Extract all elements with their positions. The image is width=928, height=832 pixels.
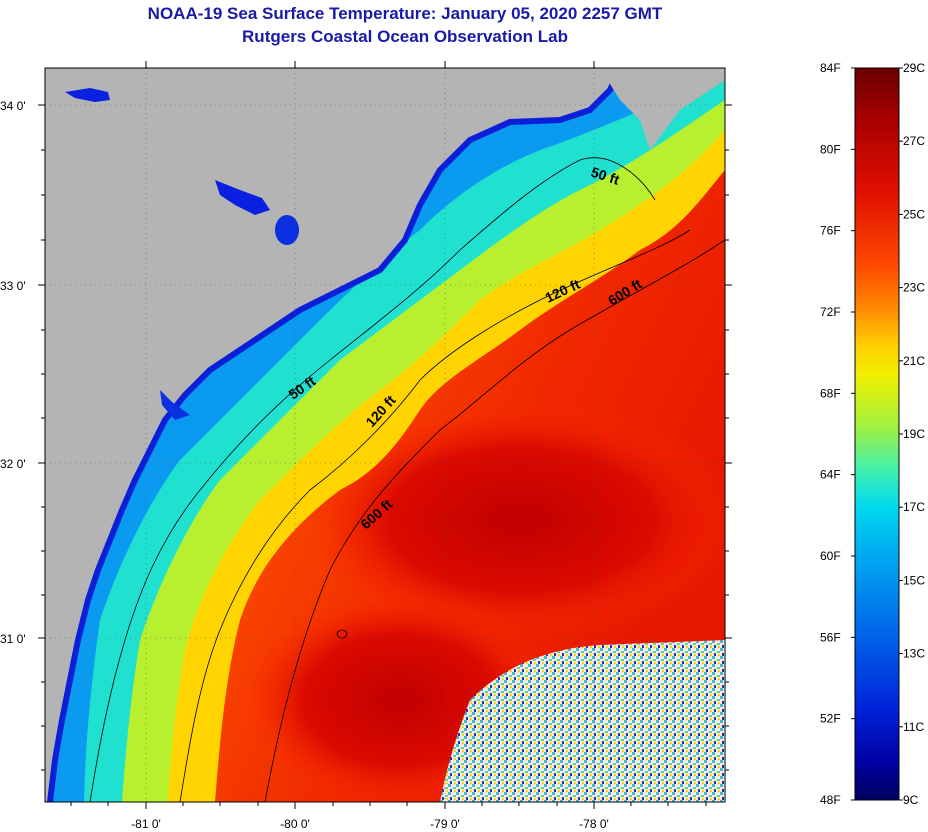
lake xyxy=(215,180,270,215)
colorbar-celsius-label: 29C xyxy=(903,61,925,75)
colorbar-celsius-label: 27C xyxy=(903,134,925,148)
graticule xyxy=(45,68,725,802)
colorbar-celsius-label: 13C xyxy=(903,647,925,661)
colorbar-scale xyxy=(854,67,900,801)
lon-label: -78 0' xyxy=(579,817,609,831)
lat-label: 31 0' xyxy=(0,632,26,646)
isobath-contours xyxy=(89,157,725,802)
title-line-2: Rutgers Coastal Ocean Observation Lab xyxy=(242,27,568,46)
colorbar-fahrenheit-label: 56F xyxy=(820,630,841,644)
cloud-cover xyxy=(440,640,725,802)
colorbar-celsius-label: 15C xyxy=(903,573,925,587)
land-mass xyxy=(45,68,620,802)
colorbar-fahrenheit-label: 68F xyxy=(820,386,841,400)
colorbar-fahrenheit-label: 72F xyxy=(820,305,841,319)
colorbar-celsius-label: 21C xyxy=(903,354,925,368)
colorbar-celsius-label: 9C xyxy=(903,793,919,807)
map-frame xyxy=(44,67,726,803)
colorbar-celsius-label: 19C xyxy=(903,427,925,441)
lat-label: 33 0' xyxy=(0,279,26,293)
gulf-stream-core xyxy=(300,400,725,640)
colorbar-celsius-label: 17C xyxy=(903,500,925,514)
lon-label: -80 0' xyxy=(280,817,310,831)
temperature-colorbar: 84F 80F 76F 72F 68F 64F 60F 56F 52F 48F 29C 27C 25C… xyxy=(820,61,925,807)
colorbar-fahrenheit-label: 64F xyxy=(820,468,841,482)
colorbar-fahrenheit-label: 84F xyxy=(820,61,841,75)
lake xyxy=(275,215,299,245)
colorbar-celsius-label: 25C xyxy=(903,207,925,221)
lake xyxy=(65,88,110,102)
colorbar-fahrenheit-label: 48F xyxy=(820,793,841,807)
lat-label: 32 0' xyxy=(0,457,26,471)
colorbar-fahrenheit-label: 52F xyxy=(820,712,841,726)
sst-map: 50 ft 50 ft 120 ft 120 ft 600 ft 600 ft xyxy=(0,61,732,831)
lon-label: -81 0' xyxy=(131,817,161,831)
colorbar-fahrenheit-label: 60F xyxy=(820,549,841,563)
lon-label: -79 0' xyxy=(430,817,460,831)
colorbar-celsius-label: 11C xyxy=(903,720,924,734)
colorbar-fahrenheit-label: 76F xyxy=(820,224,841,238)
lat-label: 34 0' xyxy=(0,99,26,113)
colorbar-celsius-label: 23C xyxy=(903,281,925,295)
title-line-1: NOAA-19 Sea Surface Temperature: January… xyxy=(147,4,663,23)
colorbar-fahrenheit-label: 80F xyxy=(820,142,841,156)
